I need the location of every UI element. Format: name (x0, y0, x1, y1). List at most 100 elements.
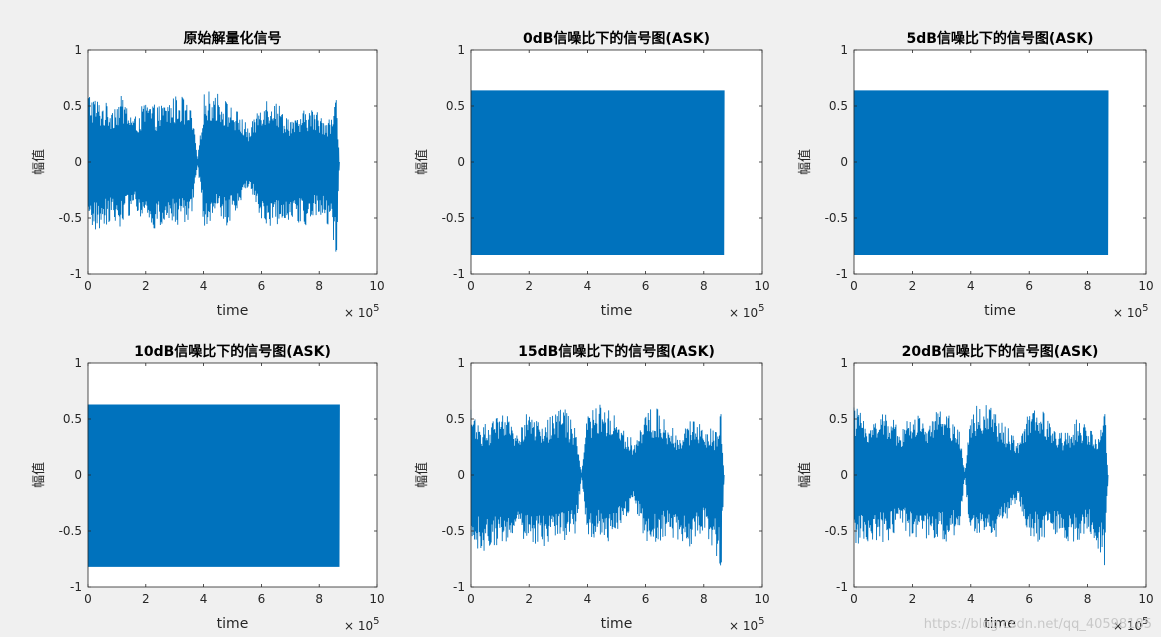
y-axis-label: 幅值 (31, 462, 47, 488)
x-tick-label: 2 (142, 279, 150, 293)
y-tick-label: -0.5 (442, 524, 465, 538)
y-tick-label: -0.5 (825, 524, 848, 538)
series-line (87, 91, 340, 252)
y-axis-label: 幅值 (797, 462, 813, 488)
subplot-title: 0dB信噪比下的信号图(ASK) (523, 30, 710, 47)
x-multiplier: × 105 (1113, 616, 1149, 633)
y-tick-label: 1 (74, 43, 82, 57)
y-tick-label: -1 (836, 267, 848, 281)
x-tick-label: 0 (467, 592, 475, 606)
x-tick-label: 8 (1084, 279, 1092, 293)
x-tick-label: 2 (142, 592, 150, 606)
x-tick-label: 6 (642, 592, 650, 606)
y-tick-label: 0 (457, 155, 465, 169)
subplot-4: 0 2 4 6 8 10 -1 -0.5 0 0.5 1 × 105 10dB信噪比下的信号图(ASK)… (31, 343, 385, 633)
subplot-2: 0 2 4 6 8 10 -1 -0.5 0 0.5 1 × 105 0dB信噪比下的信号图(ASK) t… (414, 30, 770, 320)
y-tick-label: 0.5 (446, 412, 465, 426)
x-multiplier: × 105 (1113, 303, 1149, 320)
y-tick-label: 0.5 (829, 99, 848, 113)
y-tick-label: -0.5 (825, 211, 848, 225)
x-tick-label: 10 (369, 592, 384, 606)
subplot-title: 20dB信噪比下的信号图(ASK) (902, 343, 1099, 360)
y-tick-label: -0.5 (442, 211, 465, 225)
x-tick-label: 0 (467, 279, 475, 293)
subplot-3: 0 2 4 6 8 10 -1 -0.5 0 0.5 1 × 105 5dB信噪比下的信号图(ASK) t… (797, 30, 1154, 320)
y-axis-label: 幅值 (414, 149, 430, 175)
y-tick-label: -1 (70, 267, 82, 281)
y-tick-label: 1 (457, 43, 465, 57)
x-tick-label: 4 (584, 592, 592, 606)
y-tick-label: 0 (74, 155, 82, 169)
x-tick-label: 8 (315, 592, 323, 606)
y-tick-label: 0 (457, 468, 465, 482)
y-tick-label: 1 (840, 43, 848, 57)
x-tick-label: 10 (754, 592, 769, 606)
x-tick-label: 8 (315, 279, 323, 293)
x-tick-label: 8 (700, 592, 708, 606)
y-tick-label: 0.5 (829, 412, 848, 426)
x-tick-label: 4 (967, 592, 975, 606)
x-tick-label: 10 (754, 279, 769, 293)
y-tick-label: -1 (70, 580, 82, 594)
x-tick-label: 0 (84, 592, 92, 606)
x-tick-label: 2 (525, 279, 533, 293)
y-tick-label: 0.5 (63, 99, 82, 113)
series-line (853, 90, 1109, 255)
x-tick-label: 10 (369, 279, 384, 293)
y-tick-label: 0.5 (446, 99, 465, 113)
series-line (470, 404, 725, 566)
x-tick-label: 10 (1138, 279, 1153, 293)
x-tick-label: 2 (525, 592, 533, 606)
subplot-6: 0 2 4 6 8 10 -1 -0.5 0 0.5 1 × 105 20dB信噪比下的信号图(ASK)… (797, 343, 1154, 633)
subplot-title: 5dB信噪比下的信号图(ASK) (907, 30, 1094, 47)
x-tick-label: 4 (584, 279, 592, 293)
series-line (470, 90, 725, 255)
x-tick-label: 8 (1084, 592, 1092, 606)
y-tick-label: 0 (840, 468, 848, 482)
x-axis-label: time (984, 303, 1016, 319)
subplot-title: 原始解量化信号 (184, 30, 282, 47)
x-multiplier: × 105 (729, 303, 765, 320)
series-line (87, 404, 340, 567)
x-tick-label: 6 (1025, 279, 1033, 293)
y-axis-label: 幅值 (31, 149, 47, 175)
y-tick-label: -0.5 (59, 524, 82, 538)
y-tick-label: -1 (453, 580, 465, 594)
x-tick-label: 6 (258, 592, 266, 606)
subplot-5: 0 2 4 6 8 10 -1 -0.5 0 0.5 1 × 105 15dB信噪比下的信号图(ASK)… (414, 343, 770, 633)
y-axis-label: 幅值 (414, 462, 430, 488)
x-tick-label: 2 (909, 279, 917, 293)
x-axis-label: time (601, 303, 633, 319)
x-tick-label: 4 (200, 592, 208, 606)
subplot-title: 10dB信噪比下的信号图(ASK) (134, 343, 331, 360)
y-tick-label: 1 (457, 356, 465, 370)
x-axis-label: time (217, 303, 249, 319)
series-line (853, 405, 1109, 566)
x-tick-label: 4 (200, 279, 208, 293)
x-multiplier: × 105 (344, 303, 380, 320)
y-tick-label: 0 (840, 155, 848, 169)
y-axis-label: 幅值 (797, 149, 813, 175)
x-multiplier: × 105 (729, 616, 765, 633)
y-tick-label: 1 (74, 356, 82, 370)
x-tick-label: 0 (84, 279, 92, 293)
subplot-title: 15dB信噪比下的信号图(ASK) (518, 343, 715, 360)
y-tick-label: -1 (836, 580, 848, 594)
x-multiplier: × 105 (344, 616, 380, 633)
x-tick-label: 4 (967, 279, 975, 293)
x-axis-label: time (217, 616, 249, 632)
subplot-1: 0 2 4 6 8 10 -1 -0.5 0 0.5 1 × 105 原始解量化信号 time 幅值 (31, 30, 385, 320)
y-tick-label: 0 (74, 468, 82, 482)
x-tick-label: 6 (258, 279, 266, 293)
y-tick-label: -0.5 (59, 211, 82, 225)
x-axis-label: time (601, 616, 633, 632)
y-tick-label: 1 (840, 356, 848, 370)
y-tick-label: 0.5 (63, 412, 82, 426)
y-tick-label: -1 (453, 267, 465, 281)
x-tick-label: 10 (1138, 592, 1153, 606)
x-tick-label: 6 (1025, 592, 1033, 606)
watermark: https://blog.csdn.net/qq_40598185 (924, 617, 1152, 632)
x-tick-label: 6 (642, 279, 650, 293)
